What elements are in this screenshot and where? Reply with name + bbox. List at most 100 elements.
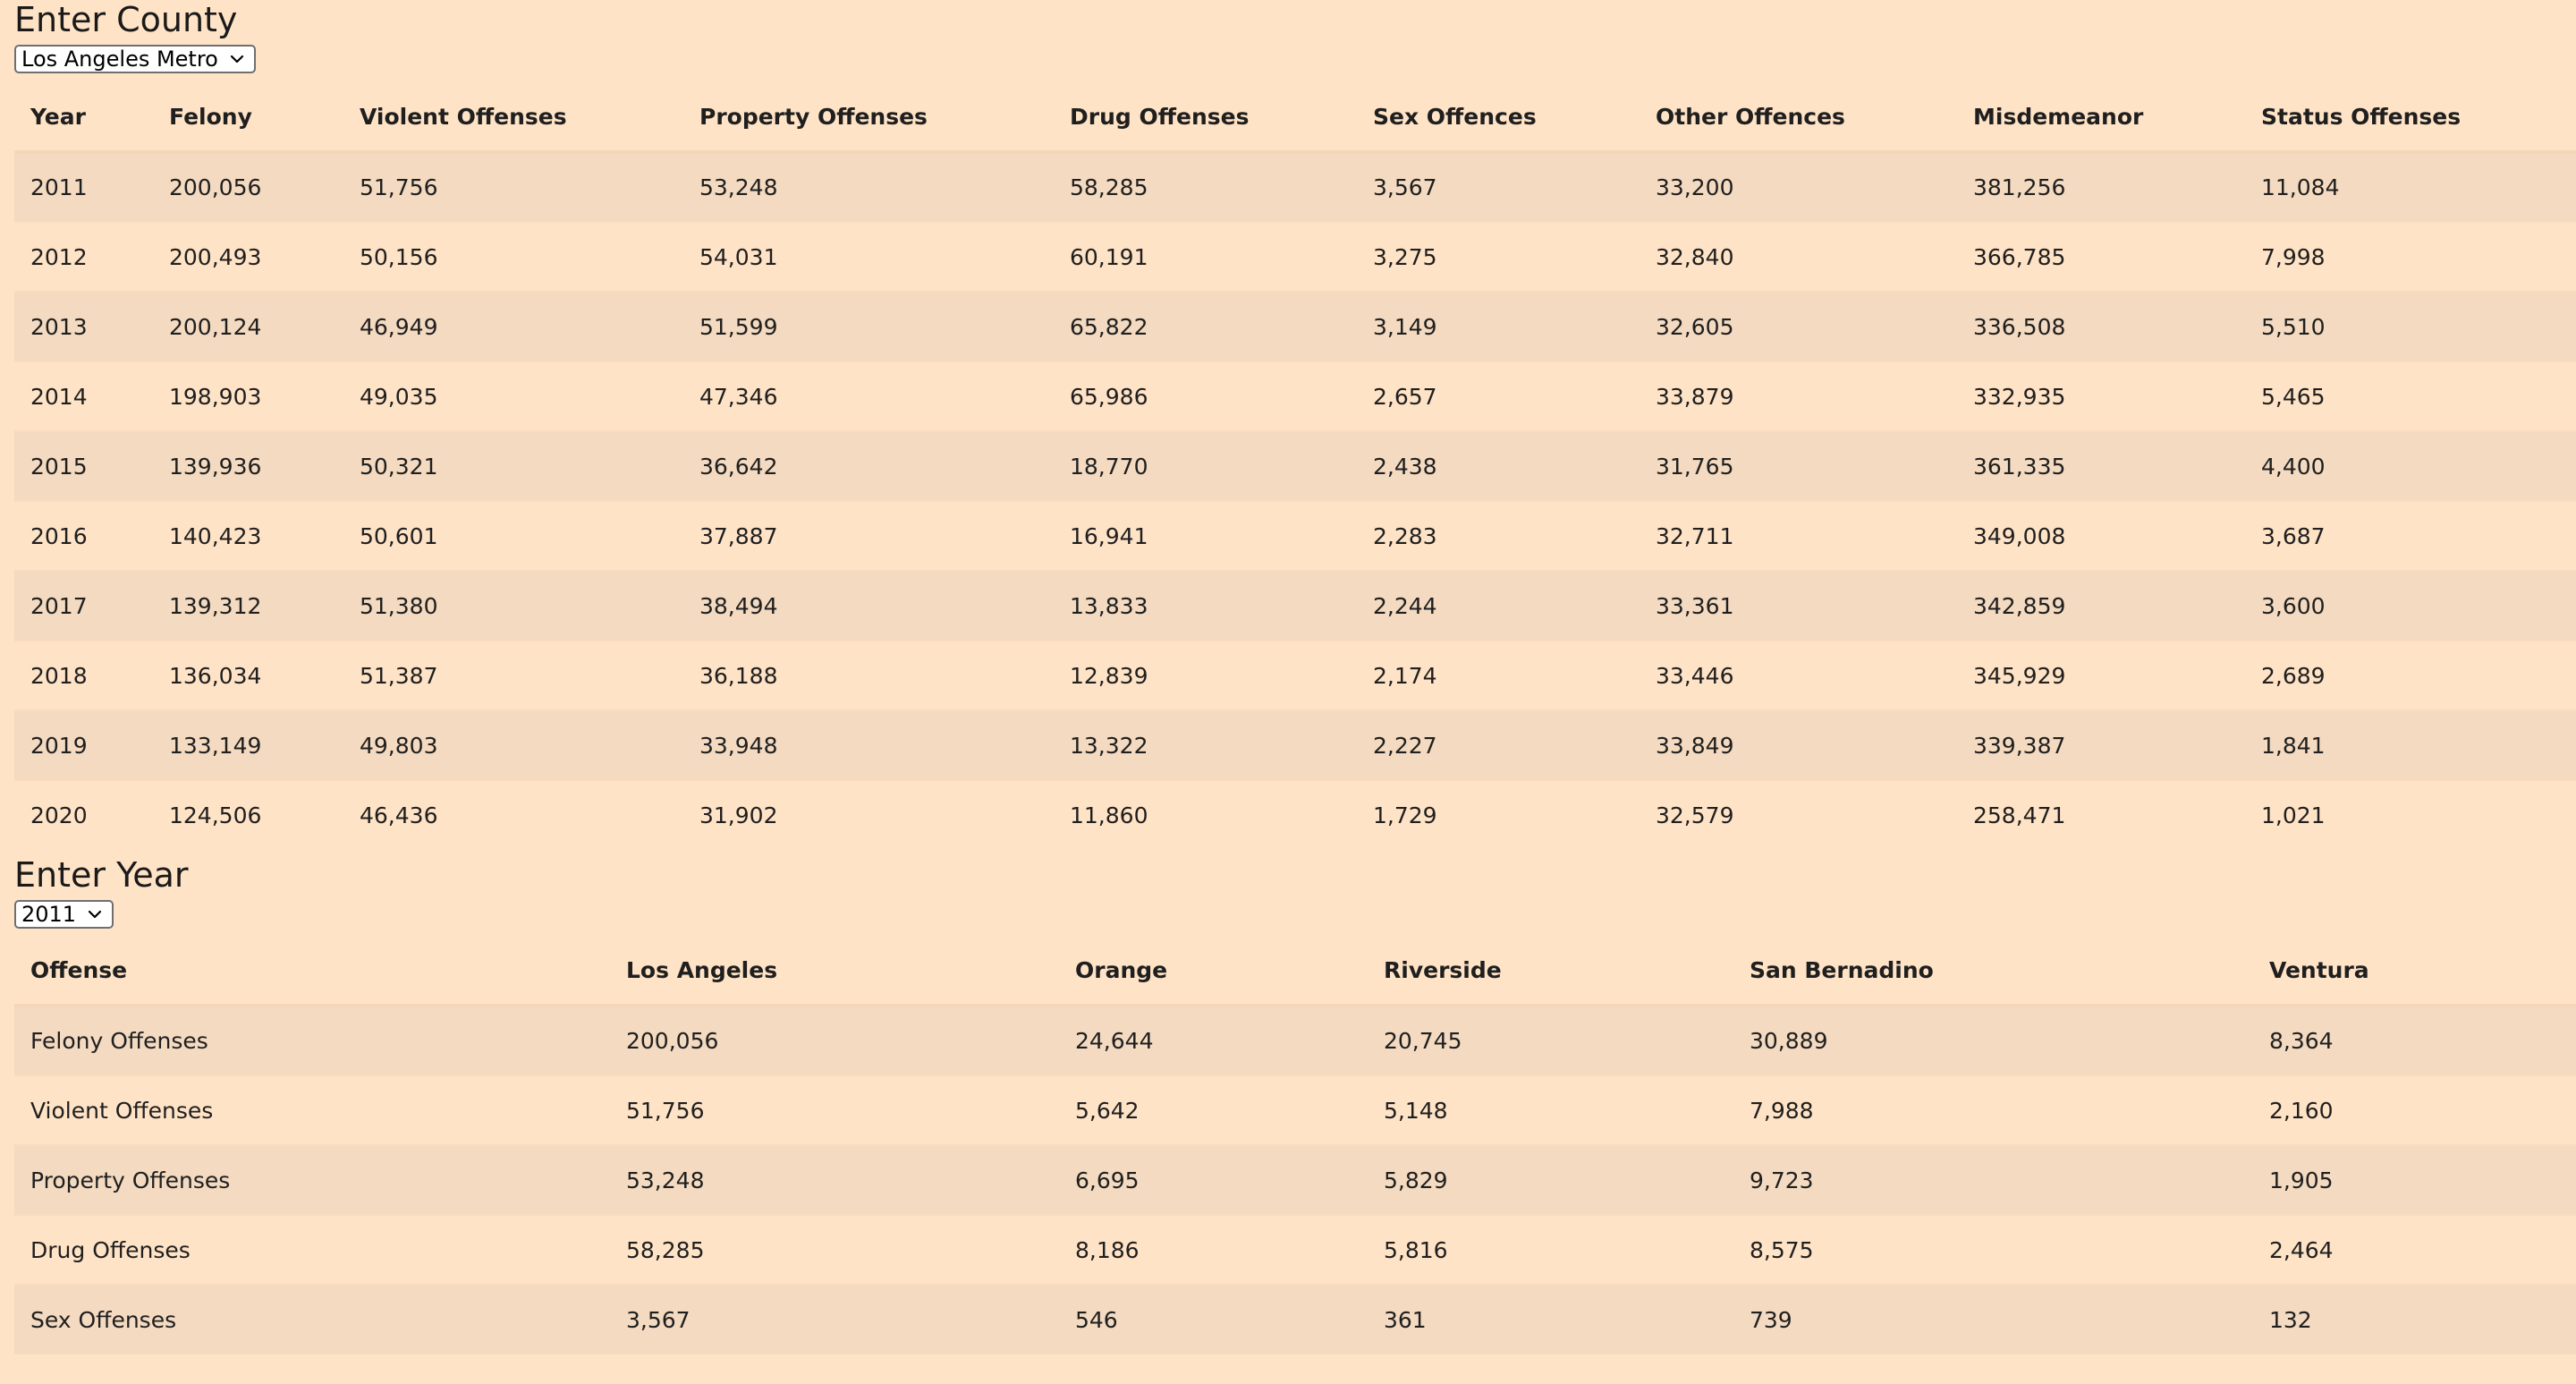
table-cell-property-offenses: 36,188	[683, 640, 1054, 710]
table-cell-other-offences: 32,840	[1640, 221, 1957, 292]
table-cell-violent-offenses: 51,380	[343, 570, 683, 641]
table-cell-status-offenses: 4,400	[2245, 430, 2576, 501]
table-cell-violent-offenses: 50,321	[343, 430, 683, 501]
table-cell-status-offenses: 1,841	[2245, 709, 2576, 780]
table-cell-other-offences: 32,579	[1640, 779, 1957, 850]
table-cell-los-angeles: 53,248	[610, 1144, 1059, 1215]
table-cell-violent-offenses: 51,387	[343, 640, 683, 710]
year-section: Enter Year 2011 Offense Los Angeles Orange…	[14, 855, 2576, 1354]
table-cell-felony: 140,423	[153, 500, 343, 571]
table-cell-san-bernadino: 7,988	[1733, 1074, 2253, 1145]
table-cell-year: 2011	[14, 151, 153, 222]
table-cell-property-offenses: 37,887	[683, 500, 1054, 571]
chevron-down-icon	[88, 910, 102, 919]
table-cell-property-offenses: 33,948	[683, 709, 1054, 780]
table-cell-ventura: 2,160	[2253, 1074, 2576, 1145]
table-cell-property-offenses: 31,902	[683, 779, 1054, 850]
county-table: Year Felony Violent Offenses Property Offen…	[14, 82, 2576, 850]
county-select[interactable]: Los Angeles Metro	[14, 45, 256, 73]
table-cell-status-offenses: 3,600	[2245, 570, 2576, 641]
table-cell-orange: 8,186	[1059, 1214, 1368, 1285]
table-cell-year: 2013	[14, 291, 153, 361]
table-cell-sex-offences: 2,283	[1357, 500, 1640, 571]
table-cell-ventura: 8,364	[2253, 1005, 2576, 1075]
table-cell-other-offences: 33,361	[1640, 570, 1957, 641]
year-column-header-ventura: Ventura	[2253, 936, 2576, 1007]
table-cell-year: 2016	[14, 500, 153, 571]
year-select-value: 2011	[21, 902, 77, 927]
table-cell-riverside: 20,745	[1368, 1005, 1733, 1075]
table-cell-orange: 5,642	[1059, 1074, 1368, 1145]
year-table: Offense Los Angeles Orange Riverside San Ber…	[14, 936, 2576, 1354]
table-cell-misdemeanor: 258,471	[1957, 779, 2245, 850]
table-cell-sex-offences: 2,174	[1357, 640, 1640, 710]
table-cell-violent-offenses: 49,035	[343, 361, 683, 431]
table-cell-offense: Sex Offenses	[14, 1284, 610, 1354]
county-select-value: Los Angeles Metro	[21, 47, 218, 72]
table-cell-ventura: 1,905	[2253, 1144, 2576, 1215]
table-cell-offense: Felony Offenses	[14, 1005, 610, 1075]
table-cell-orange: 546	[1059, 1284, 1368, 1354]
table-cell-year: 2018	[14, 640, 153, 710]
table-cell-los-angeles: 3,567	[610, 1284, 1059, 1354]
table-cell-felony: 200,056	[153, 151, 343, 222]
table-cell-riverside: 5,148	[1368, 1074, 1733, 1145]
county-column-header-other-offences: Other Offences	[1640, 82, 1957, 154]
table-cell-los-angeles: 51,756	[610, 1074, 1059, 1145]
table-cell-property-offenses: 54,031	[683, 221, 1054, 292]
table-cell-sex-offences: 3,149	[1357, 291, 1640, 361]
table-cell-sex-offences: 3,275	[1357, 221, 1640, 292]
table-cell-property-offenses: 38,494	[683, 570, 1054, 641]
table-cell-felony: 136,034	[153, 640, 343, 710]
table-row: 2013 200,124 46,949 51,599 65,822 3,149 32,605…	[14, 291, 2576, 361]
year-column-header-orange: Orange	[1059, 936, 1368, 1007]
county-column-header-drug-offenses: Drug Offenses	[1054, 82, 1357, 154]
table-row: 2012 200,493 50,156 54,031 60,191 3,275 32,840…	[14, 221, 2576, 292]
table-cell-year: 2019	[14, 709, 153, 780]
table-cell-sex-offences: 2,244	[1357, 570, 1640, 641]
table-row: 2014 198,903 49,035 47,346 65,986 2,657 33,879…	[14, 361, 2576, 431]
table-cell-misdemeanor: 336,508	[1957, 291, 2245, 361]
table-cell-year: 2012	[14, 221, 153, 292]
table-cell-drug-offenses: 11,860	[1054, 779, 1357, 850]
table-cell-property-offenses: 47,346	[683, 361, 1054, 431]
table-cell-other-offences: 32,605	[1640, 291, 1957, 361]
county-table-body: 2011 200,056 51,756 53,248 58,285 3,567 33,200…	[14, 151, 2576, 850]
year-select[interactable]: 2011	[14, 900, 114, 929]
table-cell-sex-offences: 2,657	[1357, 361, 1640, 431]
table-row: Drug Offenses 58,285 8,186 5,816 8,575 2,464	[14, 1214, 2576, 1285]
table-cell-orange: 6,695	[1059, 1144, 1368, 1215]
county-column-header-violent-offenses: Violent Offenses	[343, 82, 683, 154]
table-cell-los-angeles: 58,285	[610, 1214, 1059, 1285]
table-cell-drug-offenses: 13,322	[1054, 709, 1357, 780]
county-column-header-property-offenses: Property Offenses	[683, 82, 1054, 154]
table-cell-drug-offenses: 18,770	[1054, 430, 1357, 501]
table-row: 2020 124,506 46,436 31,902 11,860 1,729 32,579…	[14, 779, 2576, 850]
table-row: 2011 200,056 51,756 53,248 58,285 3,567 33,200…	[14, 151, 2576, 222]
table-cell-ventura: 132	[2253, 1284, 2576, 1354]
table-cell-sex-offences: 3,567	[1357, 151, 1640, 222]
year-table-body: Felony Offenses 200,056 24,644 20,745 30,889…	[14, 1005, 2576, 1354]
table-cell-drug-offenses: 65,822	[1054, 291, 1357, 361]
table-cell-san-bernadino: 30,889	[1733, 1005, 2253, 1075]
table-cell-drug-offenses: 60,191	[1054, 221, 1357, 292]
table-cell-violent-offenses: 49,803	[343, 709, 683, 780]
table-cell-riverside: 361	[1368, 1284, 1733, 1354]
table-row: Felony Offenses 200,056 24,644 20,745 30,889…	[14, 1005, 2576, 1075]
table-cell-misdemeanor: 381,256	[1957, 151, 2245, 222]
table-cell-felony: 200,124	[153, 291, 343, 361]
table-cell-los-angeles: 200,056	[610, 1005, 1059, 1075]
table-cell-property-offenses: 53,248	[683, 151, 1054, 222]
chevron-down-icon	[230, 55, 243, 64]
table-cell-felony: 133,149	[153, 709, 343, 780]
table-cell-misdemeanor: 345,929	[1957, 640, 2245, 710]
year-column-header-los-angeles: Los Angeles	[610, 936, 1059, 1007]
table-cell-ventura: 2,464	[2253, 1214, 2576, 1285]
table-cell-felony: 198,903	[153, 361, 343, 431]
table-cell-misdemeanor: 342,859	[1957, 570, 2245, 641]
table-row: 2015 139,936 50,321 36,642 18,770 2,438 31,765…	[14, 430, 2576, 501]
table-row: 2016 140,423 50,601 37,887 16,941 2,283 32,711…	[14, 500, 2576, 571]
table-cell-san-bernadino: 8,575	[1733, 1214, 2253, 1285]
table-row: Sex Offenses 3,567 546 361 739 132	[14, 1284, 2576, 1354]
year-column-header-offense: Offense	[14, 936, 610, 1007]
